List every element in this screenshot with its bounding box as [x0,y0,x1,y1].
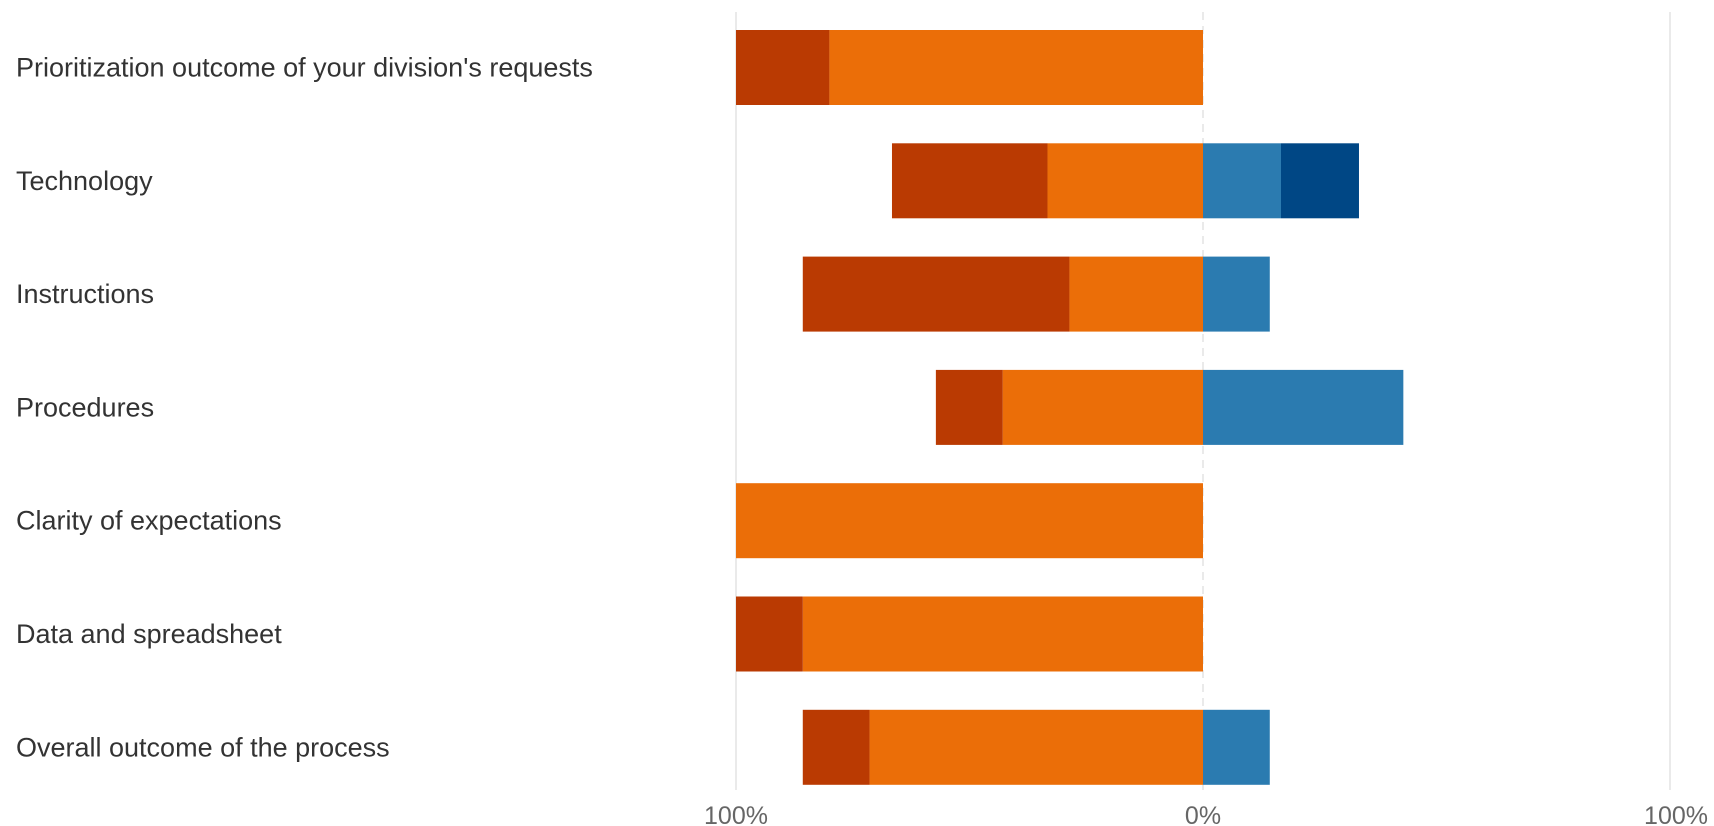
bar-segment [736,596,803,672]
category-label: Procedures [16,392,154,422]
bar-segment [802,709,870,785]
bar-segment [802,596,1203,672]
bar-segment [1203,369,1404,445]
category-label: Overall outcome of the process [16,732,390,762]
bar-segment [1069,256,1203,332]
bar-series [736,30,1404,785]
x-tick-label: 100% [704,802,768,826]
x-axis-tick-labels: 100% 0% 100% [704,802,1708,826]
bar-segment [935,369,1003,445]
category-label: Instructions [16,279,154,309]
bar-segment [1002,369,1203,445]
bar-segment [1203,256,1270,332]
bar-segment [1203,143,1281,219]
bar-segment [1280,143,1359,219]
bar-segment [736,30,830,105]
bar-segment [802,256,1070,332]
category-labels: Prioritization outcome of your division'… [16,53,593,763]
category-label: Prioritization outcome of your division'… [16,53,593,83]
x-tick-label: 100% [1644,802,1708,826]
bar-segment [1047,143,1203,219]
x-tick-label: 0% [1185,802,1221,826]
category-label: Clarity of expectations [16,506,282,536]
category-label: Data and spreadsheet [16,619,282,649]
bar-segment [891,143,1048,219]
bar-segment [829,30,1203,105]
bar-segment [1203,709,1270,785]
bar-segment [869,709,1203,785]
bar-segment [736,483,1203,559]
category-label: Technology [16,166,153,196]
